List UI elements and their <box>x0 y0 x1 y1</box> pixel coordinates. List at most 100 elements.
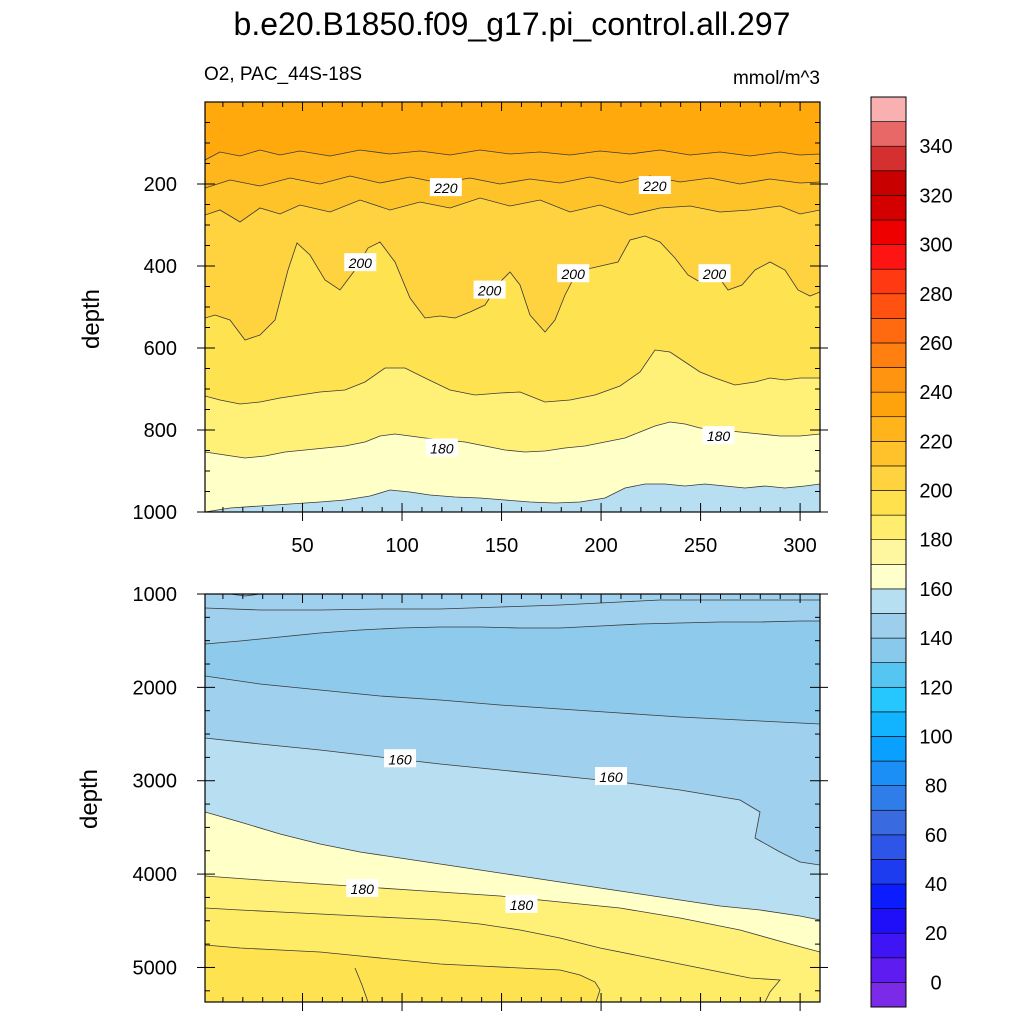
colorbar-segment <box>870 490 907 516</box>
contour-label-box <box>638 176 671 195</box>
colorbar-tick-label: 300 <box>919 235 952 257</box>
colorbar-segment <box>870 563 907 590</box>
lower-plot-frame <box>204 593 821 1003</box>
contour-label: 200 <box>344 253 377 272</box>
colorbar-tick-label: 20 <box>925 923 947 945</box>
colorbar-segment <box>870 416 907 442</box>
colorbar-segment <box>870 121 907 147</box>
colorbar-segment <box>870 244 907 270</box>
contour-line-140 <box>205 620 820 645</box>
contour-label-text: 200 <box>477 283 502 299</box>
colorbar-segment <box>870 268 907 295</box>
colorbar-segment <box>870 834 907 860</box>
contour-label-text: 220 <box>433 180 458 196</box>
contour-label-box <box>429 178 462 197</box>
colorbar: 0 20 40 60 80 100 120 140 160 180 200 220 240 260 280 3… <box>870 96 953 1008</box>
y-tick-label: 200 <box>144 174 177 196</box>
contour-label-box <box>505 894 538 913</box>
contour-label-box <box>384 749 417 768</box>
contour-label: 200 <box>698 264 731 283</box>
contour-label-box <box>702 426 735 445</box>
units-label: mmol/m^3 <box>732 68 820 89</box>
y-tick-label: 600 <box>144 338 177 360</box>
y-tick-label: 3000 <box>133 771 178 793</box>
contour-line-170 <box>205 483 820 512</box>
y-tick-label: 4000 <box>133 864 178 886</box>
colorbar-segment <box>870 539 907 565</box>
contour-label-box <box>425 438 458 457</box>
chart-title: b.e20.B1850.f09_g17.pi_control.all.297 <box>233 6 791 42</box>
colorbar-segment <box>870 219 907 245</box>
colorbar-segment <box>870 465 907 491</box>
contour-label-text: 200 <box>702 266 727 282</box>
variable-region-label: O2, PAC_44S-18S <box>204 64 363 85</box>
x-tick-label: 250 <box>684 535 717 557</box>
contour-label-text: 160 <box>388 751 412 767</box>
y-tick-label: 5000 <box>133 957 178 979</box>
colorbar-segment <box>870 809 907 836</box>
x-tick-label: 300 <box>783 535 816 557</box>
contour-label-box <box>557 264 590 283</box>
x-tick-label: 200 <box>584 535 617 557</box>
colorbar-segment <box>870 391 907 418</box>
contour-line-200 <box>205 944 601 1002</box>
upper-contour-fills <box>205 102 820 512</box>
colorbar-tick-label: 40 <box>925 874 947 896</box>
contour-line-220 <box>205 175 820 189</box>
contour-label: 220 <box>429 178 462 197</box>
contour-line-150a <box>205 599 820 611</box>
contour-label: 180 <box>425 438 458 457</box>
y-tick-label: 1000 <box>133 502 178 524</box>
colorbar-segment <box>870 760 907 786</box>
colorbar-tick-label: 100 <box>919 726 952 748</box>
colorbar-segment <box>870 170 907 196</box>
colorbar-tick-label: 80 <box>925 776 947 798</box>
colorbar-segment <box>870 195 907 221</box>
colorbar-segment <box>870 637 907 663</box>
contour-label-box <box>595 766 628 785</box>
contour-label-box <box>346 879 379 898</box>
contour-label-box <box>698 264 731 283</box>
colorbar-tick-label: 320 <box>919 185 952 207</box>
colorbar-segment <box>870 957 907 983</box>
colorbar-tick-label: 240 <box>919 382 952 404</box>
colorbar-segment <box>870 588 907 614</box>
y-tick-label: 800 <box>144 420 177 442</box>
contour-label-text: 220 <box>642 178 667 194</box>
colorbar-tick-label: 280 <box>919 284 952 306</box>
contour-label: 200 <box>473 280 506 299</box>
contour-label-text: 160 <box>599 769 623 785</box>
contour-label-text: 200 <box>561 266 586 282</box>
colorbar-segment <box>870 514 907 541</box>
colorbar-tick-label: 220 <box>919 431 952 453</box>
colorbar-segment <box>870 686 907 713</box>
contour-line-170 <box>205 811 820 921</box>
contour-label: 160 <box>595 766 628 785</box>
colorbar-segment <box>870 883 907 909</box>
colorbar-segment <box>870 859 907 885</box>
lower-contour-fills <box>205 594 820 1002</box>
x-tick-label: 100 <box>385 535 418 557</box>
contour-label-box <box>473 280 506 299</box>
colorbar-segment <box>870 613 907 639</box>
y-tick-label: 2000 <box>133 677 178 699</box>
contour-label-text: 180 <box>707 428 731 444</box>
contour-line-190 <box>205 349 820 405</box>
contour-label: 180 <box>346 879 379 898</box>
colorbar-segment <box>870 441 907 467</box>
colorbar-tick-label: 0 <box>930 972 941 994</box>
colorbar-segment <box>870 662 907 688</box>
contour-label: 220 <box>638 176 671 195</box>
axes-layer: 50 100 150 200 250 300 200 400 600 800 1000 1000 200… <box>133 101 828 1011</box>
colorbar-segment <box>870 318 907 344</box>
contour-label-box <box>344 253 377 272</box>
colorbar-tick-label: 60 <box>925 825 947 847</box>
colorbar-segment <box>870 908 907 934</box>
contour-label-text: 200 <box>348 255 373 271</box>
colorbar-segment <box>870 96 907 122</box>
colorbar-segment <box>870 711 907 737</box>
colorbar-segment <box>870 367 907 393</box>
colorbar-tick-label: 140 <box>919 628 952 650</box>
colorbar-segment <box>870 145 907 172</box>
